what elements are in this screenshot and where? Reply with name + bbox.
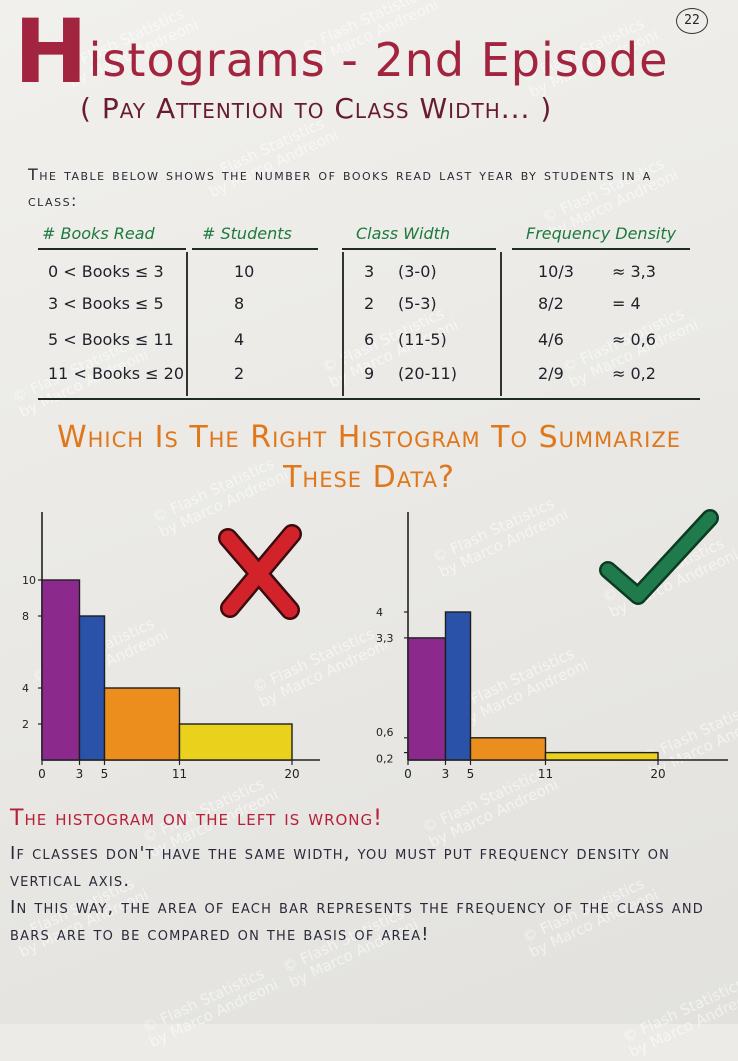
paper-background [0, 0, 738, 1024]
check-stroke [601, 511, 717, 603]
histogram-right: 0 3 5 11 20 0,2 0,6 3,3 4 [376, 509, 728, 781]
cell-density: 8/2 [538, 294, 564, 313]
cell-students: 4 [234, 330, 245, 349]
question-line-1: Which Is The Right Histogram To Summariz… [56, 420, 682, 455]
cell-width: 6 [364, 330, 375, 349]
x-tick-label: 3 [76, 767, 84, 781]
header-class-width: Class Width [356, 224, 451, 243]
cell-students: 8 [234, 294, 245, 313]
cell-students: 10 [234, 262, 255, 281]
header-underline [342, 248, 496, 250]
cell-students: 2 [234, 364, 245, 383]
cell-density-approx: = 4 [612, 294, 641, 313]
y-tick-label: 4 [22, 682, 29, 695]
table-bottom-line [38, 398, 700, 400]
header-underline [512, 248, 690, 250]
cell-width: 9 [364, 364, 375, 383]
check-icon [599, 509, 719, 605]
cross-icon [218, 524, 302, 620]
x-tick-label: 20 [284, 767, 299, 781]
explanation-paragraph: In this way, the area of each bar repres… [10, 897, 705, 945]
histogram-left: 0 3 5 11 20 2 4 8 10 [22, 512, 320, 781]
cell-books: 11 < Books ≤ 20 [48, 364, 185, 383]
x-tick-label: 20 [650, 767, 665, 781]
y-tick-label: 0,6 [376, 726, 394, 739]
x-tick-label: 0 [404, 767, 412, 781]
cell-width-calc: (20-11) [398, 364, 457, 383]
header-underline [38, 248, 186, 250]
cell-density: 10/3 [538, 262, 574, 281]
cell-books: 5 < Books ≤ 11 [48, 330, 174, 349]
cell-width-calc: (5-3) [398, 294, 437, 313]
y-tick-label: 8 [22, 610, 29, 623]
cross-stroke [222, 526, 300, 616]
conclusion-text: The histogram on the left is wrong! [10, 806, 383, 831]
cell-width: 3 [364, 262, 375, 281]
page-title: Histograms - 2nd Episode [14, 0, 714, 103]
x-tick-label: 3 [442, 767, 450, 781]
x-tick-label: 5 [101, 767, 109, 781]
cell-width-calc: (3-0) [398, 262, 437, 281]
cell-density-approx: ≈ 0,6 [612, 330, 656, 349]
cell-density: 4/6 [538, 330, 564, 349]
cell-width: 2 [364, 294, 375, 313]
page-number: 22 [676, 8, 708, 34]
header-students: # Students [202, 224, 292, 243]
y-tick-label: 0,2 [376, 753, 394, 766]
header-frequency-density: Frequency Density [526, 224, 677, 243]
y-tick-label: 2 [22, 718, 29, 731]
cell-density-approx: ≈ 3,3 [612, 262, 656, 281]
column-divider [500, 252, 502, 396]
histogram-bar [41, 579, 81, 761]
question-heading: Which Is The Right Histogram To Summariz… [0, 418, 738, 498]
title-initial: H [14, 0, 89, 103]
question-line-2: These Data? [283, 460, 455, 495]
intro-text: The table below shows the number of book… [28, 165, 652, 210]
column-divider [186, 252, 188, 396]
title-text: istograms - 2nd Episode [88, 33, 669, 87]
x-tick-label: 11 [538, 767, 553, 781]
data-table: # Books Read # Students Class Width Freq… [38, 222, 700, 400]
explanation-text: If classes don't have the same width, yo… [10, 840, 732, 948]
cell-density-approx: ≈ 0,2 [612, 364, 656, 383]
y-tick-label: 3,3 [376, 632, 394, 645]
header-underline [192, 248, 318, 250]
column-divider [342, 252, 344, 396]
x-tick-label: 0 [38, 767, 46, 781]
y-tick-label: 10 [22, 574, 36, 587]
cell-width-calc: (11-5) [398, 330, 447, 349]
cell-books: 3 < Books ≤ 5 [48, 294, 164, 313]
histogram-bar [103, 687, 181, 761]
header-books-read: # Books Read [42, 224, 155, 243]
explanation-paragraph: If classes don't have the same width, yo… [10, 843, 671, 891]
x-tick-label: 5 [467, 767, 475, 781]
histogram-bar [544, 751, 659, 761]
histogram-bar [444, 611, 472, 761]
page-subtitle: ( Pay Attention to Class Width... ) [80, 92, 553, 125]
y-tick-label: 4 [376, 606, 383, 619]
histogram-bar [407, 637, 447, 761]
cell-books: 0 < Books ≤ 3 [48, 262, 164, 281]
cell-density: 2/9 [538, 364, 564, 383]
histogram-bar [178, 723, 293, 761]
histogram-bar [469, 737, 547, 761]
histogram-bar [78, 615, 106, 761]
x-tick-label: 11 [172, 767, 187, 781]
